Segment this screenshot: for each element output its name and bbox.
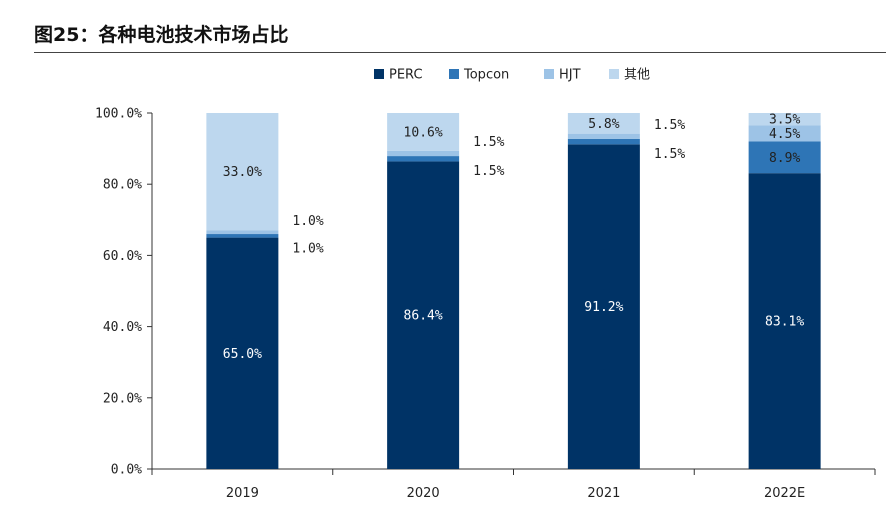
data-label-0-2: 1.0% bbox=[292, 214, 323, 229]
bar-segment-3-3 bbox=[748, 113, 821, 126]
y-tick-label: 80.0% bbox=[103, 178, 142, 193]
data-label-2-1: 1.5% bbox=[654, 147, 685, 162]
legend-label: Topcon bbox=[463, 68, 509, 83]
legend-label: PERC bbox=[389, 68, 423, 83]
legend-swatch bbox=[609, 69, 619, 79]
page-title: 图25：各种电池技术市场占比 bbox=[34, 24, 289, 46]
bar-segment-0-2 bbox=[206, 230, 279, 235]
legend-label: 其他 bbox=[624, 68, 650, 83]
bar-segment-2-2 bbox=[567, 133, 640, 139]
bar-segment-1-0 bbox=[387, 161, 460, 469]
y-tick-label: 0.0% bbox=[111, 463, 142, 478]
bar-segment-0-0 bbox=[206, 237, 279, 469]
bar-segment-1-2 bbox=[387, 150, 460, 157]
data-label-1-3: 10.6% bbox=[404, 125, 443, 140]
data-label-2-3: 5.8% bbox=[588, 117, 619, 132]
bar-segment-3-1 bbox=[748, 141, 821, 174]
legend-label: HJT bbox=[559, 68, 581, 83]
x-category-label: 2022E bbox=[764, 486, 805, 501]
y-tick-label: 100.0% bbox=[95, 107, 142, 122]
bar-segment-1-3 bbox=[387, 113, 460, 151]
bar-segment-1-1 bbox=[387, 156, 460, 162]
y-tick-label: 40.0% bbox=[103, 320, 142, 335]
y-tick-label: 60.0% bbox=[103, 249, 142, 264]
data-label-2-2: 1.5% bbox=[654, 118, 685, 133]
legend-swatch bbox=[449, 69, 459, 79]
data-label-1-1: 1.5% bbox=[473, 164, 504, 179]
data-label-3-2: 4.5% bbox=[769, 127, 800, 142]
y-tick-label: 20.0% bbox=[103, 391, 142, 406]
data-label-0-0: 65.0% bbox=[223, 347, 262, 362]
legend-swatch bbox=[544, 69, 554, 79]
x-category-label: 2020 bbox=[407, 486, 440, 501]
bar-segment-0-3 bbox=[206, 113, 279, 231]
bar-segment-0-1 bbox=[206, 234, 279, 238]
x-category-label: 2021 bbox=[587, 486, 620, 501]
data-label-2-0: 91.2% bbox=[584, 300, 623, 315]
bar-segment-2-1 bbox=[567, 138, 640, 145]
title-rule bbox=[34, 52, 886, 53]
data-label-1-0: 86.4% bbox=[404, 309, 443, 324]
bar-segment-2-0 bbox=[567, 144, 640, 469]
data-label-0-3: 33.0% bbox=[223, 165, 262, 180]
data-label-3-3: 3.5% bbox=[769, 113, 800, 128]
data-label-1-2: 1.5% bbox=[473, 135, 504, 150]
data-label-3-1: 8.9% bbox=[769, 151, 800, 166]
legend-swatch bbox=[374, 69, 384, 79]
x-category-label: 2019 bbox=[226, 486, 259, 501]
bar-segment-3-2 bbox=[748, 125, 821, 142]
data-label-3-0: 83.1% bbox=[765, 315, 804, 330]
data-label-0-1: 1.0% bbox=[292, 241, 323, 256]
bar-segment-3-0 bbox=[748, 173, 821, 469]
bar-segment-2-3 bbox=[567, 113, 640, 134]
